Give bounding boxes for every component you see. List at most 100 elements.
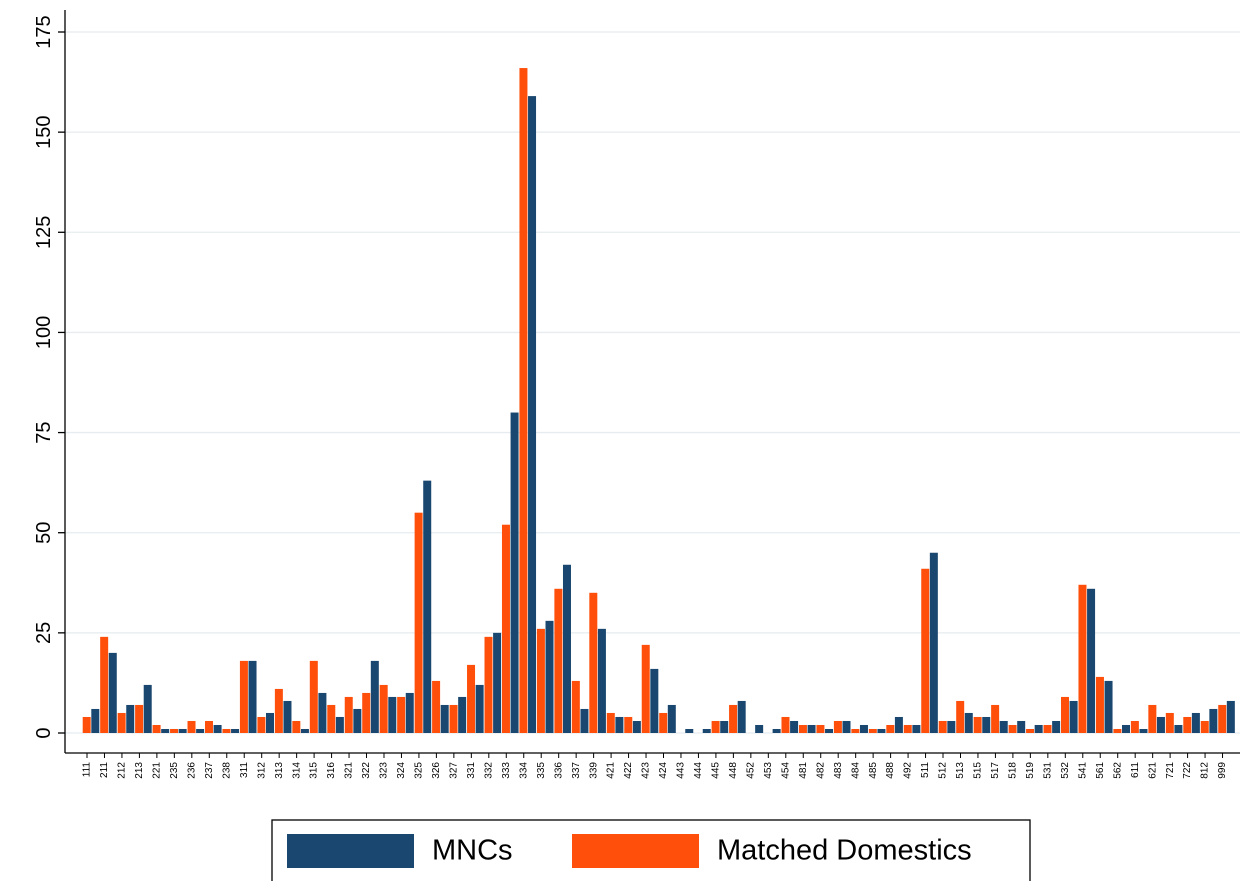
y-tick-label: 75 xyxy=(33,421,55,443)
bar xyxy=(248,660,257,733)
bar xyxy=(877,728,886,733)
bar xyxy=(528,96,537,733)
bar xyxy=(816,724,825,733)
bar xyxy=(790,720,799,733)
bar xyxy=(650,668,659,733)
bar xyxy=(606,712,615,733)
bar xyxy=(938,720,947,733)
bar xyxy=(458,696,467,733)
bar xyxy=(1183,716,1192,733)
x-tick-label: 325 xyxy=(414,762,425,779)
bar xyxy=(274,688,283,733)
x-tick-label: 311 xyxy=(239,762,250,778)
bar xyxy=(755,724,764,733)
x-tick-label: 515 xyxy=(973,762,984,779)
x-tick-label: 513 xyxy=(955,762,966,779)
bar xyxy=(152,724,161,733)
x-tick-label: 722 xyxy=(1182,762,1193,779)
x-tick-label: 517 xyxy=(990,762,1001,779)
y-tick-label: 100 xyxy=(33,316,55,349)
bar xyxy=(947,720,956,733)
bar xyxy=(859,724,868,733)
bar xyxy=(117,712,126,733)
bar xyxy=(327,704,336,733)
bar xyxy=(475,684,484,733)
bar xyxy=(1017,720,1026,733)
bar xyxy=(929,552,938,733)
bar xyxy=(798,724,807,733)
bar xyxy=(440,704,449,733)
bar xyxy=(432,680,441,733)
x-tick-label: 326 xyxy=(431,762,442,779)
bar xyxy=(1078,584,1087,733)
bar xyxy=(283,700,292,733)
x-tick-label: 327 xyxy=(449,762,460,779)
bar xyxy=(484,636,493,733)
bar xyxy=(1218,704,1227,733)
bar xyxy=(161,728,170,733)
legend-swatch xyxy=(572,834,699,868)
x-tick-label: 445 xyxy=(711,762,722,779)
x-tick-label: 485 xyxy=(868,762,879,779)
x-tick-label: 512 xyxy=(938,762,949,779)
bar xyxy=(833,720,842,733)
bar xyxy=(309,660,318,733)
bar xyxy=(615,716,624,733)
x-tick-label: 324 xyxy=(396,762,407,779)
bar xyxy=(1026,728,1035,733)
bar xyxy=(467,664,476,733)
x-tick-label: 322 xyxy=(361,762,372,779)
bar xyxy=(1069,700,1078,733)
x-tick-label: 454 xyxy=(780,762,791,779)
bar xyxy=(729,704,738,733)
bar xyxy=(921,568,930,733)
x-tick-label: 999 xyxy=(1217,762,1228,779)
x-tick-label: 421 xyxy=(606,762,617,779)
bar xyxy=(1191,712,1200,733)
x-tick-label: 321 xyxy=(344,762,355,779)
bar xyxy=(239,660,248,733)
bar xyxy=(851,728,860,733)
bar xyxy=(370,660,379,733)
x-tick-label: 511 xyxy=(920,762,931,778)
bar xyxy=(519,68,528,733)
y-tick-label: 125 xyxy=(33,216,55,249)
bar xyxy=(423,480,432,733)
bar xyxy=(196,728,205,733)
x-tick-label: 332 xyxy=(483,762,494,779)
x-tick-label: 453 xyxy=(763,762,774,779)
x-tick-label: 237 xyxy=(204,762,215,779)
x-tick-label: 518 xyxy=(1008,762,1019,779)
bar xyxy=(82,716,91,733)
bar xyxy=(1156,716,1165,733)
bar xyxy=(999,720,1008,733)
bar xyxy=(1122,724,1131,733)
bar xyxy=(973,716,982,733)
bar xyxy=(126,704,135,733)
bar xyxy=(1165,712,1174,733)
bar xyxy=(1008,724,1017,733)
bar xyxy=(1174,724,1183,733)
bar xyxy=(414,512,423,733)
bar xyxy=(903,724,912,733)
bar xyxy=(344,696,353,733)
bar xyxy=(737,700,746,733)
x-tick-label: 481 xyxy=(798,762,809,779)
bar xyxy=(1226,700,1235,733)
bar xyxy=(702,728,711,733)
bar xyxy=(1200,720,1209,733)
bar xyxy=(807,724,816,733)
bar xyxy=(632,720,641,733)
bar xyxy=(1061,696,1070,733)
x-tick-label: 452 xyxy=(745,762,756,779)
bar xyxy=(1087,588,1096,733)
bar xyxy=(449,704,458,733)
y-tick-label: 25 xyxy=(33,622,55,644)
x-tick-label: 312 xyxy=(256,762,267,779)
bar xyxy=(379,684,388,733)
bar xyxy=(405,692,414,733)
x-tick-label: 316 xyxy=(326,762,337,779)
bar xyxy=(1130,720,1139,733)
x-tick-label: 812 xyxy=(1200,762,1211,779)
legend-swatch xyxy=(287,834,414,868)
